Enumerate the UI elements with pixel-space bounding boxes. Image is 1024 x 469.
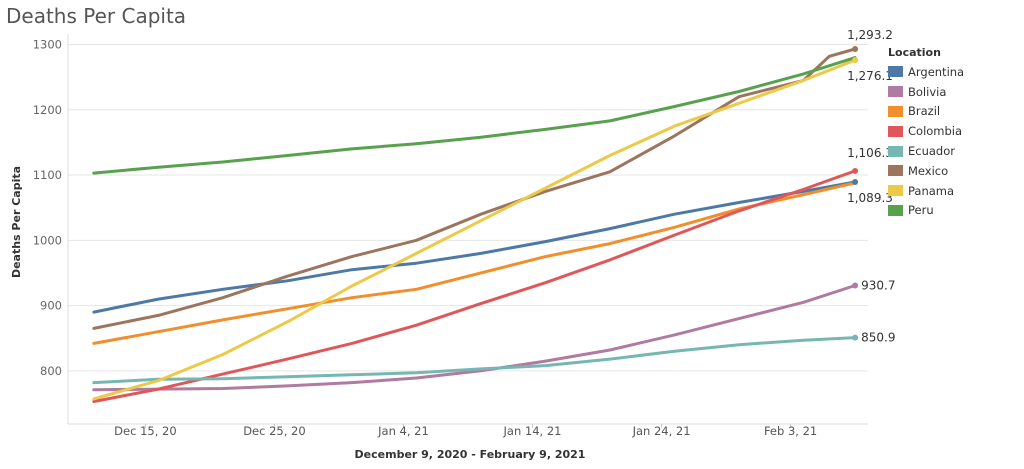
end-label-bolivia: 930.7	[861, 279, 895, 293]
series-line-argentina	[92, 180, 857, 314]
series-line-brazil	[92, 181, 857, 345]
y-tick-label: 900	[40, 299, 62, 313]
legend-title: Location	[888, 46, 941, 59]
y-tick-label: 800	[40, 364, 62, 378]
legend-label: Bolivia	[908, 84, 947, 99]
end-point-ecuador	[852, 334, 859, 341]
legend-label: Peru	[908, 203, 934, 218]
legend-swatch	[888, 125, 903, 137]
x-tick-label: Jan 24, 21	[632, 424, 691, 438]
x-tick-label: Dec 15, 20	[114, 424, 177, 438]
x-tick-label: Jan 4, 21	[377, 424, 429, 438]
chart-title: Deaths Per Capita	[6, 4, 187, 28]
y-tick-label: 1200	[33, 103, 62, 117]
series-line-peru	[92, 56, 857, 175]
y-tick-label: 1000	[33, 233, 62, 247]
x-axis-ticks: Dec 15, 20 Dec 25, 20 Jan 4, 21 Jan 14, 21 J…	[114, 424, 817, 438]
legend-label: Mexico	[908, 163, 949, 178]
legend: Location Argentina Bolivia Brazil Colombia E…	[888, 46, 964, 220]
legend-item-mexico[interactable]: Mexico	[888, 161, 964, 181]
series-line-colombia	[92, 169, 857, 403]
legend-item-brazil[interactable]: Brazil	[888, 102, 964, 122]
legend-item-argentina[interactable]: Argentina	[888, 62, 964, 82]
legend-item-ecuador[interactable]: Ecuador	[888, 141, 964, 161]
x-axis-label: December 9, 2020 - February 9, 2021	[355, 448, 586, 461]
series-line-ecuador	[92, 336, 857, 385]
x-tick-label: Jan 14, 21	[503, 424, 562, 438]
legend-label: Brazil	[908, 104, 941, 119]
end-point-panama	[852, 57, 859, 64]
legend-swatch	[888, 145, 903, 157]
y-tick-label: 1300	[33, 38, 62, 52]
legend-label: Colombia	[908, 124, 963, 139]
legend-item-bolivia[interactable]: Bolivia	[888, 82, 964, 102]
y-tick-label: 1100	[33, 168, 62, 182]
series-line-panama	[92, 58, 857, 401]
series-lines	[92, 47, 857, 403]
legend-swatch	[888, 105, 903, 117]
y-axis-label: Deaths Per Capita	[10, 166, 23, 278]
legend-label: Argentina	[908, 64, 965, 79]
end-point-mexico	[852, 45, 859, 52]
legend-swatch	[888, 165, 903, 177]
legend-label: Ecuador	[908, 144, 955, 159]
end-label-colombia: 1,106.3	[847, 146, 893, 160]
x-tick-label: Dec 25, 20	[243, 424, 306, 438]
x-tick-label: Feb 3, 21	[764, 424, 817, 438]
end-point-bolivia	[852, 282, 859, 289]
legend-item-peru[interactable]: Peru	[888, 201, 964, 221]
legend-label: Panama	[908, 183, 955, 198]
end-label-argentina: 1,089.3	[847, 191, 893, 205]
end-label-ecuador: 850.9	[861, 331, 895, 345]
end-label-mexico: 1,293.2	[847, 28, 893, 42]
end-point-argentina	[852, 179, 859, 186]
end-label-panama: 1,276.1	[847, 69, 893, 83]
legend-swatch	[888, 185, 903, 197]
end-point-colombia	[852, 167, 859, 174]
legend-item-panama[interactable]: Panama	[888, 181, 964, 201]
legend-swatch	[888, 204, 903, 216]
series-line-bolivia	[92, 284, 857, 392]
y-axis-ticks: 800 900 1000 1100 1200 1300	[33, 38, 62, 378]
legend-swatch	[888, 86, 903, 98]
legend-item-colombia[interactable]: Colombia	[888, 121, 964, 141]
gridlines	[67, 34, 868, 425]
end-labels: 1,089.3 930.7 1,106.3 850.9 1,293.2 1,276.1	[847, 28, 895, 345]
legend-swatch	[888, 66, 903, 78]
